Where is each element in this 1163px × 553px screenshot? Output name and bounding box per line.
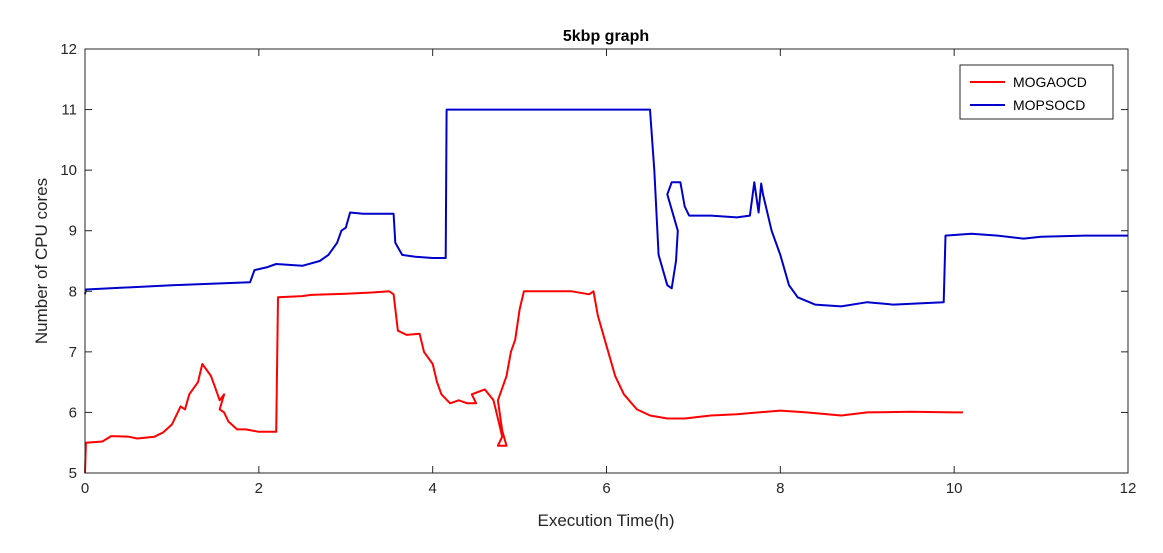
legend-label-mogaocd: MOGAOCD xyxy=(1013,74,1087,90)
legend-label-mopsocd: MOPSOCD xyxy=(1013,97,1085,113)
y-axis-label: Number of CPU cores xyxy=(32,178,51,344)
y-tick-label: 7 xyxy=(69,344,77,361)
x-tick-label: 0 xyxy=(81,480,89,497)
y-tick-label: 10 xyxy=(60,162,77,179)
x-tick-label: 12 xyxy=(1120,480,1137,497)
x-tick-label: 4 xyxy=(428,480,436,497)
plot-area xyxy=(85,49,1128,473)
legend-box xyxy=(959,64,1114,120)
x-axis: 0 2 4 6 8 10 12 xyxy=(81,49,1137,497)
x-tick-label: 8 xyxy=(776,480,784,497)
x-tick-label: 6 xyxy=(602,480,610,497)
series-line-mopsocd xyxy=(84,108,1128,308)
y-tick-label: 11 xyxy=(61,102,77,119)
y-tick-label: 8 xyxy=(69,283,77,300)
x-axis-label: Execution Time(h) xyxy=(538,511,675,530)
series-line-mogaocd xyxy=(84,290,963,474)
y-tick-label: 12 xyxy=(60,41,77,58)
chart-title: 5kbp graph xyxy=(563,28,649,45)
x-tick-label: 10 xyxy=(946,480,963,497)
legend: MOGAOCD MOPSOCD xyxy=(959,64,1114,120)
y-tick-label: 5 xyxy=(69,465,77,482)
y-tick-label: 9 xyxy=(69,223,77,240)
y-axis: 5 6 7 8 9 10 11 12 xyxy=(60,41,1128,482)
y-tick-label: 6 xyxy=(69,404,77,421)
x-tick-label: 2 xyxy=(255,480,263,497)
series-layer xyxy=(84,108,1128,474)
